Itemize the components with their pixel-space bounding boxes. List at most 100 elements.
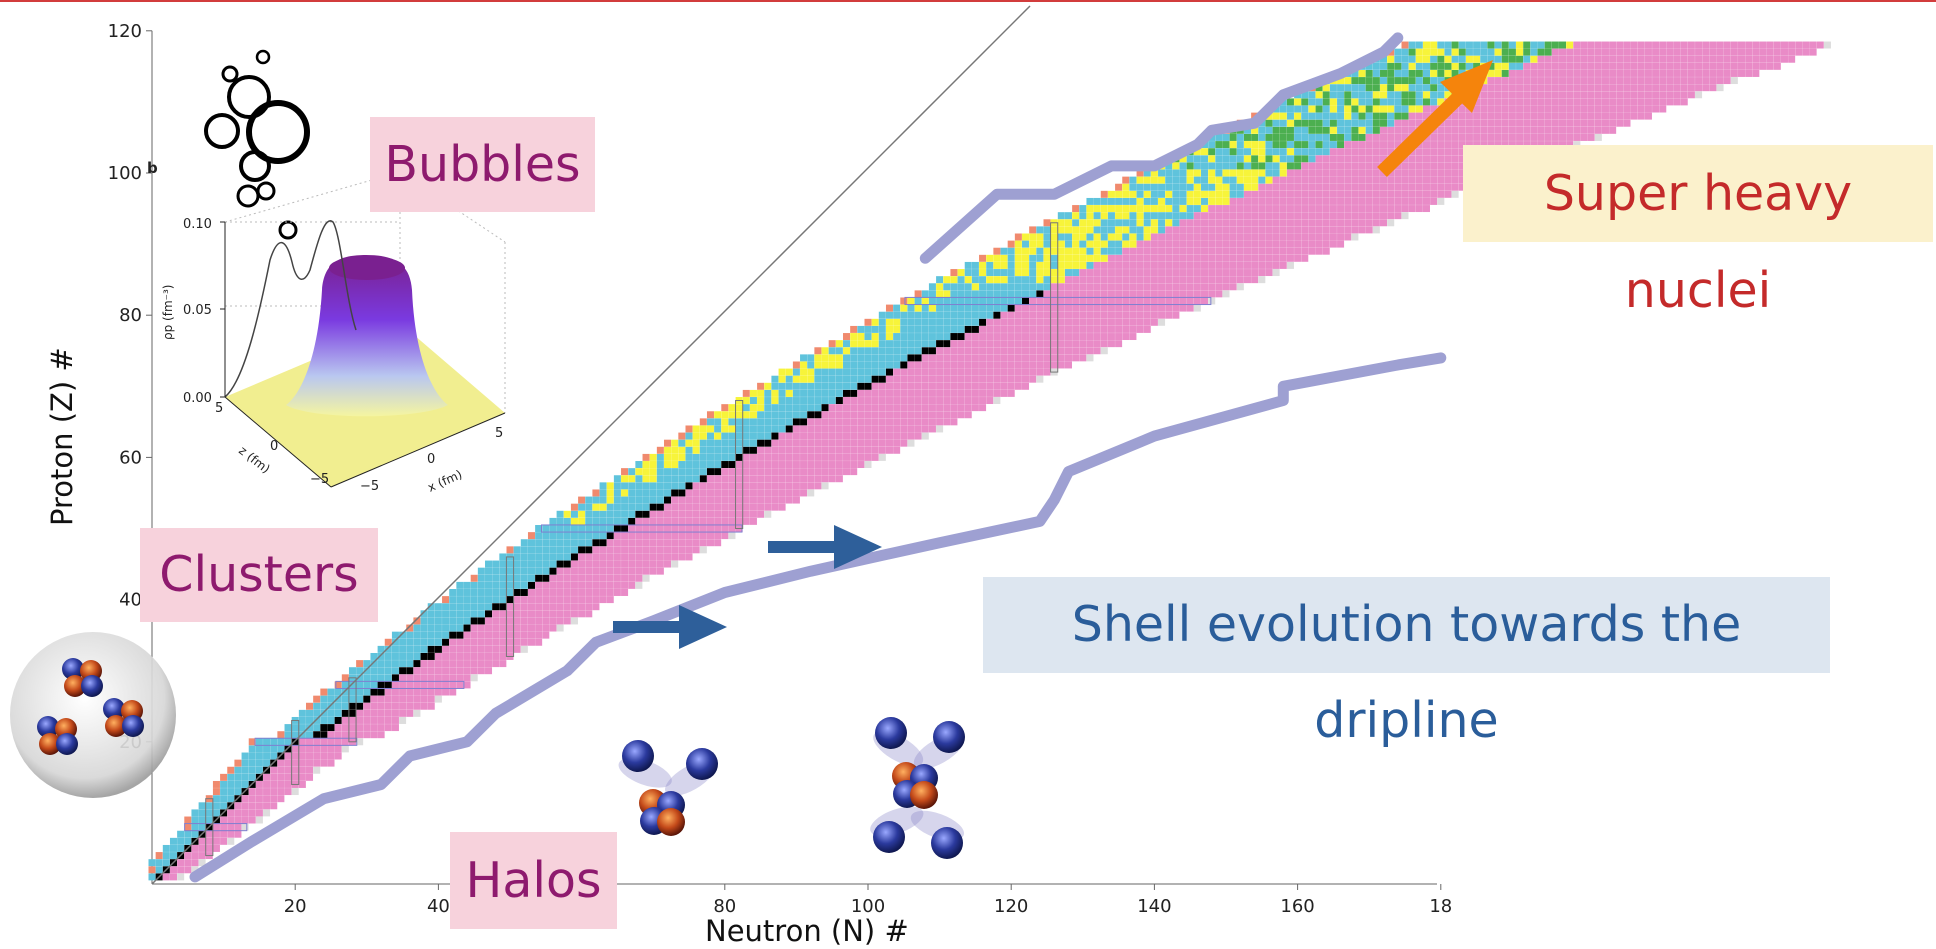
nuclide-cell xyxy=(1630,98,1638,106)
nuclide-cell xyxy=(306,702,314,710)
nuclide-cell xyxy=(1372,155,1380,163)
nuclide-cell xyxy=(520,560,528,568)
nuclide-cell xyxy=(1494,91,1502,99)
nuclide-cell xyxy=(656,510,664,518)
nuclide-cell xyxy=(1358,98,1366,106)
nuclide-cell xyxy=(1401,105,1409,113)
nuclide-cell xyxy=(1107,190,1115,198)
nuclide-cell xyxy=(1573,141,1581,149)
nuclide-cell xyxy=(470,610,478,618)
nuclide-cell xyxy=(1415,41,1423,49)
nuclide-cell xyxy=(1523,55,1531,63)
nuclide-cell xyxy=(1666,55,1674,63)
nuclide-cell xyxy=(348,709,356,717)
nuclide-cell xyxy=(807,368,815,376)
nuclide-cell xyxy=(1516,84,1524,92)
nuclide-cell xyxy=(1222,240,1230,248)
nuclide-cell xyxy=(377,716,385,724)
nuclide-cell xyxy=(413,652,421,660)
nuclide-cell xyxy=(1659,69,1667,77)
nuclide-cell xyxy=(1007,311,1015,319)
nuclide-cell xyxy=(1301,91,1309,99)
nuclide-cell xyxy=(1494,112,1502,120)
nuclide-cell xyxy=(1501,105,1509,113)
nuclide-cell xyxy=(1043,297,1051,305)
nuclide-cell xyxy=(1036,240,1044,248)
nuclide-cell xyxy=(1680,84,1688,92)
nuclide-cell xyxy=(391,638,399,646)
nuclide-cell xyxy=(885,397,893,405)
nuclide-cell xyxy=(936,389,944,397)
nuclide-cell xyxy=(1544,133,1552,141)
nuclide-cell xyxy=(1243,240,1251,248)
nuclide-cell xyxy=(885,361,893,369)
nuclide-cell xyxy=(1351,197,1359,205)
nuclide-cell xyxy=(1644,77,1652,85)
nuclide-cell xyxy=(499,624,507,632)
nuclide-cell xyxy=(850,439,858,447)
nuclide-cell xyxy=(255,759,263,767)
nuclide-cell xyxy=(348,667,356,675)
nuclide-cell xyxy=(1079,205,1087,213)
nuclide-cell xyxy=(1773,48,1781,56)
nuclide-cell xyxy=(957,333,965,341)
nuclide-cell xyxy=(1243,169,1251,177)
nuclide-cell xyxy=(835,347,843,355)
nuclide-cell xyxy=(664,489,672,497)
nuclide-cell xyxy=(327,731,335,739)
nuclide-cell xyxy=(1086,340,1094,348)
nuclide-cell xyxy=(320,738,328,746)
nuclide-cell xyxy=(1394,126,1402,134)
nuclide-cell xyxy=(413,624,421,632)
nuclide-cell xyxy=(1516,126,1524,134)
nuclide-cell xyxy=(1616,91,1624,99)
nuclide-cell xyxy=(928,425,936,433)
nuclide-cell xyxy=(993,325,1001,333)
nuclide-cell xyxy=(1129,176,1137,184)
nuclide-cell xyxy=(1014,354,1022,362)
nuclide-cell xyxy=(1322,112,1330,120)
nuclide-cell xyxy=(1408,169,1416,177)
nuclide-cell xyxy=(606,517,614,525)
nuclide-cell xyxy=(828,375,836,383)
halo-neutron xyxy=(933,721,965,753)
nuclide-cell xyxy=(706,517,714,525)
nuclide-cell xyxy=(1344,148,1352,156)
nuclide-cell xyxy=(1329,240,1337,248)
nuclide-cell xyxy=(749,496,757,504)
nuclide-cell xyxy=(993,269,1001,277)
nuclide-cell xyxy=(1537,62,1545,70)
nuclide-cell xyxy=(850,446,858,454)
nuclide-cell xyxy=(843,461,851,468)
nuclide-cell xyxy=(642,525,650,532)
nuclide-cell xyxy=(1129,219,1137,227)
nuclide-cell xyxy=(649,461,657,468)
nuclide-cell xyxy=(721,482,729,490)
nuclide-cell xyxy=(1272,197,1280,205)
nuclide-cell xyxy=(986,276,994,284)
nuclide-cell xyxy=(1029,269,1037,277)
nuclide-cell xyxy=(943,304,951,312)
nuclide-cell xyxy=(785,482,793,490)
nuclide-cell xyxy=(1322,212,1330,220)
nuclide-cell xyxy=(370,681,378,689)
nuclide-cell xyxy=(1043,311,1051,319)
nuclide-cell xyxy=(742,503,750,511)
nuclide-cell xyxy=(549,517,557,525)
nuclide-cell xyxy=(800,425,808,433)
nuclide-cell xyxy=(1601,119,1609,127)
nuclide-cell xyxy=(1372,212,1380,220)
nuclide-cell xyxy=(792,361,800,369)
nuclide-cell xyxy=(1251,212,1259,220)
nuclide-cell xyxy=(413,660,421,668)
nuclide-cell xyxy=(1322,176,1330,184)
nuclide-cell xyxy=(986,304,994,312)
nuclide-cell xyxy=(1344,155,1352,163)
nuclide-cell xyxy=(950,418,958,426)
nuclide-cell xyxy=(1315,105,1323,113)
nuclide-cell xyxy=(1745,48,1753,56)
nuclide-cell xyxy=(1465,112,1473,120)
nuclide-cell xyxy=(778,503,786,511)
nuclide-cell xyxy=(1222,148,1230,156)
nuclide-cell xyxy=(284,780,292,788)
